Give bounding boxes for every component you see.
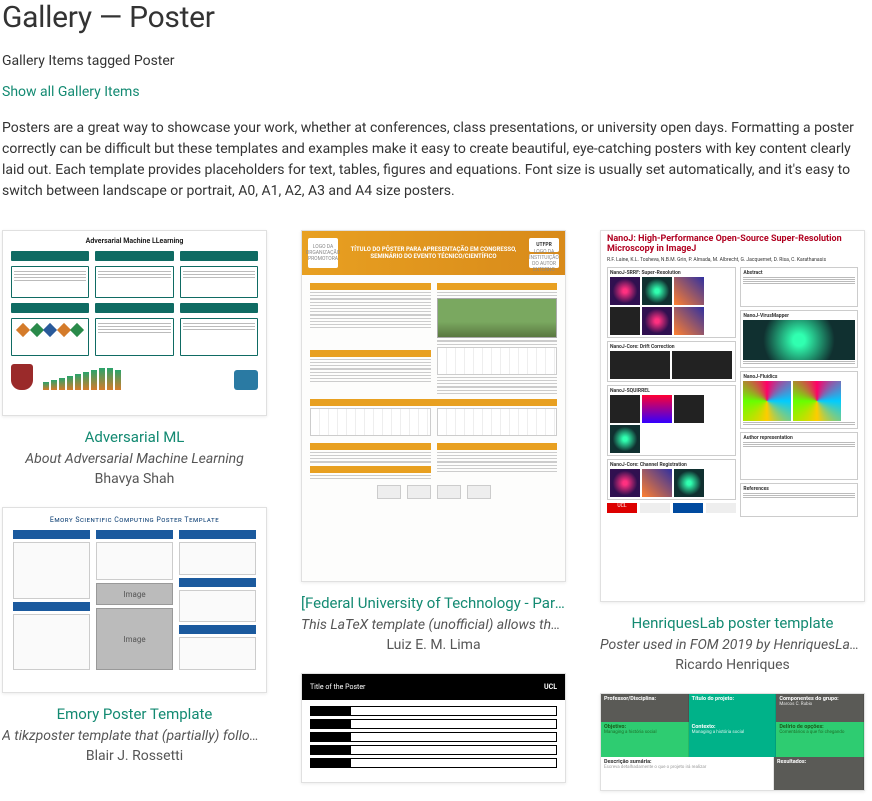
card-author: Ricardo Henriques — [600, 657, 865, 673]
gallery-card: Emory Scientific Computing Poster Templa… — [2, 507, 267, 764]
card-title[interactable]: [Federal University of Technology - Para… — [301, 594, 566, 612]
card-thumbnail[interactable]: NanoJ: High-Performance Open-Source Supe… — [600, 230, 865, 602]
image-placeholder: Image — [96, 583, 173, 605]
poster-header-text: Emory Scientific Computing Poster Templa… — [13, 516, 256, 524]
show-all-link[interactable]: Show all Gallery Items — [2, 84, 140, 100]
card-description: A tikzposter template that (partially) f… — [2, 728, 267, 744]
card-description: About Adversarial Machine Learning — [2, 451, 267, 467]
gallery-card: Title of the Poster UCL — [301, 673, 566, 783]
card-thumbnail[interactable]: Professor/Disciplina: Título do projeto:… — [600, 693, 865, 791]
logo-icon — [234, 370, 258, 390]
gallery-card: Adversarial Machine LLearning Adversaria… — [2, 230, 267, 487]
gallery-card: LOGO DA ORGANIZAÇÃO PROMOTORA TÍTULO DO … — [301, 230, 566, 653]
gallery-column: NanoJ: High-Performance Open-Source Supe… — [600, 230, 865, 791]
gallery-column: LOGO DA ORGANIZAÇÃO PROMOTORA TÍTULO DO … — [301, 230, 566, 783]
poster-header-text: NanoJ: High-Performance Open-Source Supe… — [607, 235, 858, 255]
gallery-card: NanoJ: High-Performance Open-Source Supe… — [600, 230, 865, 673]
poster-header-text: TÍTULO DO PÔSTER PARA APRESENTAÇÃO EM CO… — [342, 246, 525, 260]
card-thumbnail[interactable]: Title of the Poster UCL — [301, 673, 566, 783]
logo-placeholder: LOGO DA INSTITUIÇÃO DO AUTOR EXTERNO — [529, 254, 559, 268]
card-title[interactable]: Adversarial ML — [2, 428, 267, 446]
card-description: Poster used in FOM 2019 by HenriquesLab,… — [600, 637, 865, 653]
gallery-card: Professor/Disciplina: Título do projeto:… — [600, 693, 865, 791]
poster-header-text: Adversarial Machine LLearning — [11, 237, 258, 245]
page-subtitle: Gallery Items tagged Poster — [2, 53, 870, 69]
card-thumbnail[interactable]: LOGO DA ORGANIZAÇÃO PROMOTORA TÍTULO DO … — [301, 230, 566, 582]
logo-text: UCL — [607, 503, 637, 513]
logo-placeholder: LOGO DA ORGANIZAÇÃO PROMOTORA — [308, 238, 338, 268]
gallery-column: Adversarial Machine LLearning Adversaria… — [2, 230, 267, 764]
card-author: Bhavya Shah — [2, 471, 267, 487]
gallery-grid: Adversarial Machine LLearning Adversaria… — [2, 230, 870, 791]
card-thumbnail[interactable]: Emory Scientific Computing Poster Templa… — [2, 507, 267, 693]
card-author: Luiz E. M. Lima — [301, 637, 566, 653]
card-thumbnail[interactable]: Adversarial Machine LLearning — [2, 230, 267, 416]
logo-text: UCL — [544, 683, 557, 691]
card-title[interactable]: Emory Poster Template — [2, 705, 267, 723]
image-placeholder: Image — [96, 608, 173, 670]
shield-icon — [11, 364, 33, 390]
cell-label: Título do projeto: — [692, 696, 773, 702]
cell-label: Professor/Disciplina: — [604, 696, 685, 702]
page-description: Posters are a great way to showcase your… — [2, 118, 862, 202]
poster-header-text: Title of the Poster — [310, 683, 365, 691]
page-title: Gallery — Poster — [2, 0, 870, 35]
cell-label: Resultados: — [777, 759, 860, 765]
card-title[interactable]: HenriquesLab poster template — [600, 614, 865, 632]
card-description: This LaTeX template (unofficial) allows … — [301, 617, 566, 633]
card-author: Blair J. Rossetti — [2, 748, 267, 764]
